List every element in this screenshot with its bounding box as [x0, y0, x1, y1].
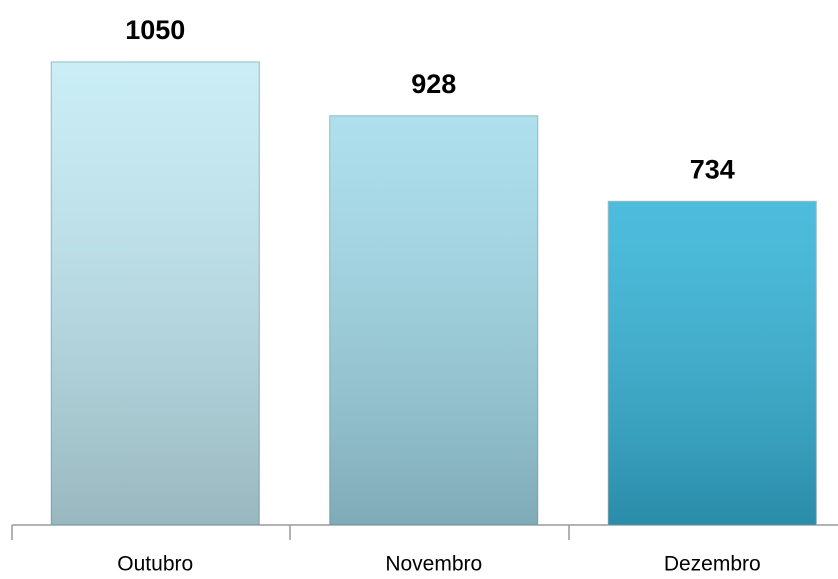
bar-shade	[608, 201, 817, 526]
bar-shade	[51, 62, 260, 525]
value-label: 1050	[125, 15, 185, 45]
x-tick-label: Dezembro	[664, 553, 761, 576]
value-label: 734	[690, 154, 735, 184]
bar-shade	[329, 115, 538, 525]
x-tick-label: Novembro	[385, 553, 482, 576]
value-label: 928	[411, 69, 456, 99]
x-tick-label: Outubro	[117, 553, 193, 576]
